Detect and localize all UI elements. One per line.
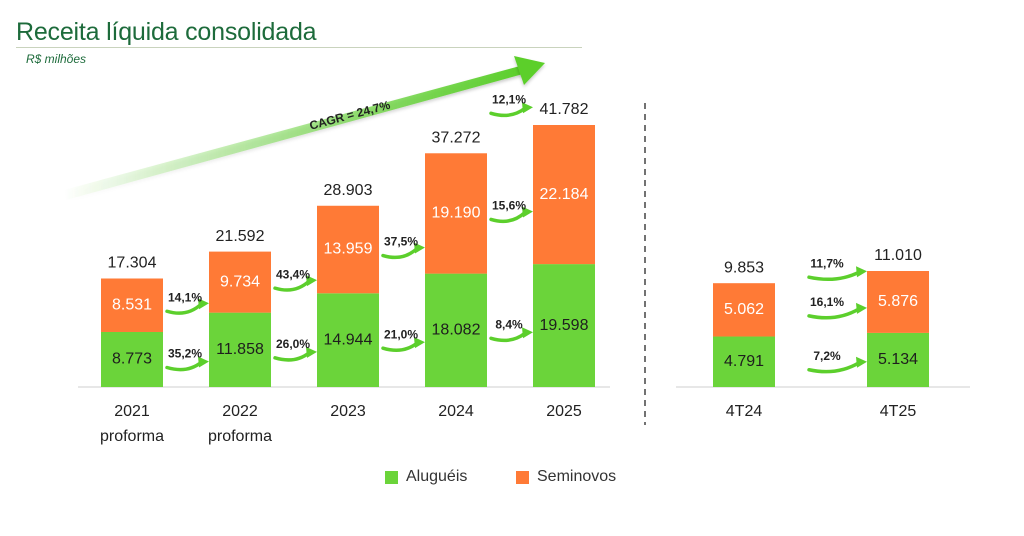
- growth-seminovos-label: 37,5%: [384, 235, 418, 249]
- growth-total-arrow: [489, 106, 527, 118]
- growth-seminovos-label: 15,6%: [492, 199, 526, 213]
- legend-label-seminovos: Seminovos: [537, 468, 617, 485]
- chart-subtitle: R$ milhões: [26, 52, 87, 66]
- legend-swatch-alugueis: [385, 470, 398, 484]
- growth-seminovos-arrow: [273, 279, 311, 292]
- x-tick-label: 2023: [330, 403, 366, 420]
- growth-alugueis-arrowhead: [522, 327, 533, 339]
- bar-seminovos: [101, 278, 163, 332]
- data-label-alugueis: 19.598: [540, 317, 589, 334]
- growth-alugueis-label: 35,2%: [168, 347, 202, 361]
- total-label: 28.903: [324, 182, 373, 199]
- bar-alugueis: [867, 332, 929, 387]
- bar-seminovos: [425, 153, 487, 274]
- data-label-seminovos: 22.184: [540, 186, 589, 203]
- bar-alugueis: [101, 331, 163, 387]
- growth-alugueis-label: 8,4%: [495, 317, 523, 331]
- data-label-alugueis: 14.944: [324, 331, 373, 348]
- data-label-alugueis: 4.791: [724, 353, 764, 370]
- growth-seminovos-arrowhead: [198, 298, 209, 310]
- growth-seminovos-arrow: [165, 302, 203, 315]
- data-label-alugueis: 5.134: [878, 351, 918, 368]
- title-divider: [16, 47, 582, 48]
- growth-seminovos-label: 43,4%: [276, 267, 310, 281]
- bar-alugueis: [209, 312, 271, 387]
- growth-seminovos-arrowhead: [522, 206, 533, 218]
- bar-seminovos: [867, 271, 929, 333]
- cagr-arrow-body: [64, 66, 523, 200]
- total-label: 41.782: [540, 101, 589, 118]
- bar-alugueis: [425, 273, 487, 387]
- growth-alugueis-arrowhead: [414, 337, 425, 349]
- legend-item-seminovos: Seminovos: [516, 468, 616, 486]
- growth-alugueis-label: 21,0%: [384, 327, 418, 341]
- chart-title: Receita líquida consolidada: [16, 18, 317, 46]
- growth-total-arrowhead: [522, 102, 533, 114]
- data-label-seminovos: 13.959: [324, 241, 373, 258]
- total-label: 17.304: [108, 255, 157, 272]
- growth-alugueis-arrow: [807, 361, 861, 374]
- growth-seminovos-arrow: [381, 246, 419, 260]
- x-tick-label: 2024: [438, 403, 474, 420]
- growth-alugueis-arrow: [273, 351, 311, 362]
- x-tick-sublabel: proforma: [100, 428, 164, 445]
- data-label-seminovos: 5.062: [724, 301, 764, 318]
- growth-alugueis-arrowhead: [856, 356, 867, 368]
- growth-seminovos-arrow: [807, 307, 861, 320]
- x-tick-label: 2025: [546, 403, 582, 420]
- bar-alugueis: [713, 336, 775, 387]
- data-label-alugueis: 11.858: [216, 341, 264, 358]
- data-label-alugueis: 8.773: [112, 351, 152, 368]
- growth-total-label: 12,1%: [492, 92, 526, 106]
- x-tick-label: 2021: [114, 403, 150, 420]
- bar-alugueis: [533, 264, 595, 387]
- growth-alugueis-arrowhead: [306, 346, 317, 358]
- growth-alugueis-arrow: [489, 331, 527, 343]
- growth-seminovos-label: 16,1%: [810, 295, 844, 309]
- x-tick-label: 4T24: [726, 403, 763, 420]
- growth-total-arrow: [807, 270, 861, 282]
- growth-seminovos-arrowhead: [306, 275, 317, 287]
- bar-seminovos: [209, 251, 271, 313]
- x-tick-label: 2022: [222, 403, 258, 420]
- bar-seminovos: [317, 205, 379, 294]
- legend-item-alugueis: Aluguéis: [385, 468, 467, 486]
- growth-alugueis-arrowhead: [198, 356, 209, 368]
- data-label-seminovos: 5.876: [878, 293, 918, 310]
- growth-alugueis-arrow: [381, 341, 419, 353]
- growth-seminovos-arrow: [489, 210, 527, 224]
- growth-seminovos-arrowhead: [414, 242, 425, 254]
- bar-alugueis: [317, 293, 379, 387]
- growth-total-label: 11,7%: [810, 256, 844, 270]
- growth-alugueis-arrow: [165, 360, 203, 372]
- total-label: 9.853: [724, 259, 764, 276]
- cagr-arrow-head: [514, 56, 545, 85]
- bar-seminovos: [713, 283, 775, 337]
- growth-seminovos-arrowhead: [856, 302, 867, 314]
- total-label: 21.592: [216, 228, 265, 245]
- growth-alugueis-label: 26,0%: [276, 337, 310, 351]
- x-tick-label: 4T25: [880, 403, 917, 420]
- data-label-seminovos: 9.734: [220, 273, 260, 290]
- total-label: 37.272: [432, 129, 481, 146]
- total-label: 11.010: [874, 247, 922, 264]
- cagr-label: CAGR = 24,7%: [308, 98, 392, 133]
- bar-seminovos: [533, 125, 595, 265]
- growth-seminovos-label: 14,1%: [168, 290, 202, 304]
- legend-label-alugueis: Aluguéis: [406, 468, 468, 485]
- legend-swatch-seminovos: [516, 470, 529, 484]
- data-label-alugueis: 18.082: [432, 322, 481, 339]
- data-label-seminovos: 8.531: [112, 296, 152, 313]
- x-tick-sublabel: proforma: [208, 428, 272, 445]
- growth-alugueis-label: 7,2%: [813, 349, 841, 363]
- data-label-seminovos: 19.190: [432, 205, 481, 222]
- growth-total-arrowhead: [856, 266, 867, 278]
